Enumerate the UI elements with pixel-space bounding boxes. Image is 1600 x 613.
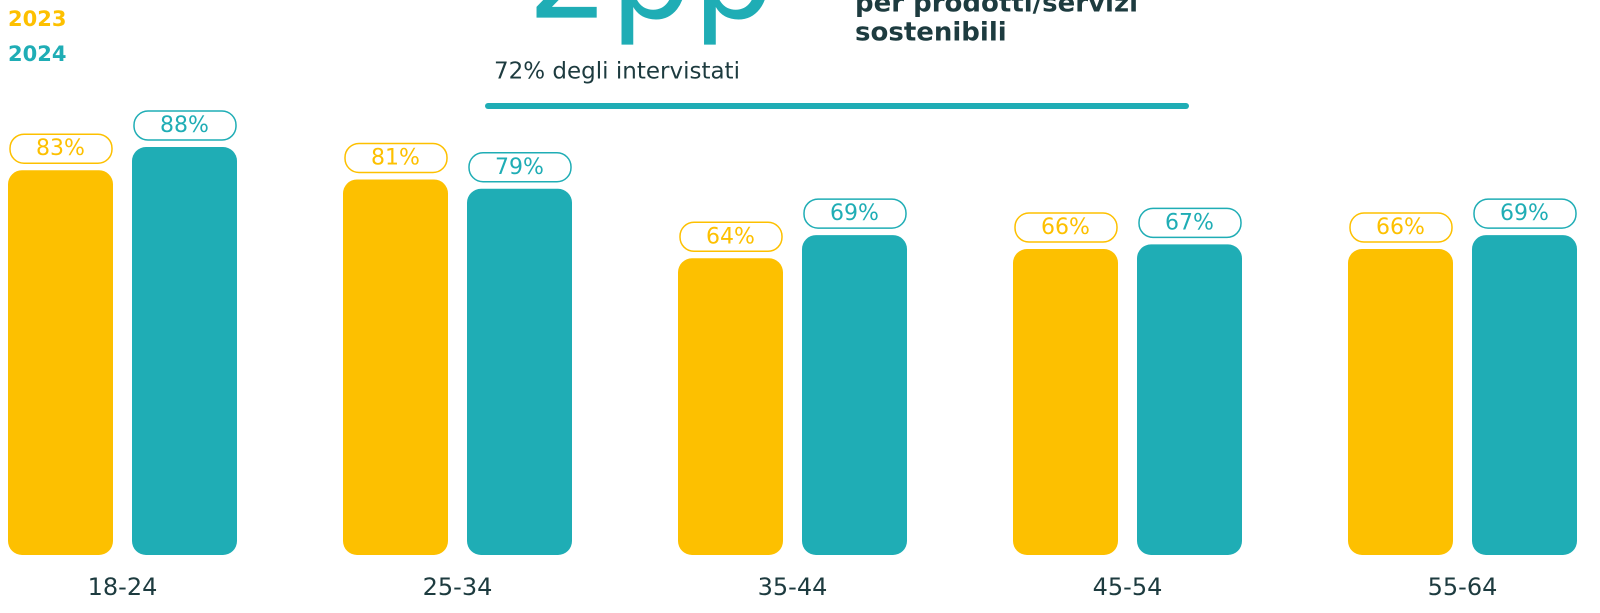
bar (343, 179, 448, 555)
value-label: 69% (1500, 201, 1549, 226)
value-label: 69% (830, 201, 879, 226)
value-label-pill (1473, 198, 1577, 229)
x-tick-label: 25-34 (423, 573, 493, 601)
value-label: 79% (495, 155, 544, 180)
bar (467, 188, 572, 556)
bar (1472, 235, 1577, 555)
value-label-pill (1014, 212, 1118, 243)
value-label-pill (1138, 207, 1242, 239)
x-tick-label: 45-54 (1093, 573, 1163, 601)
value-label: 81% (371, 145, 420, 170)
value-label: 88% (160, 113, 209, 138)
legend-label: 2024 (8, 42, 66, 66)
value-label-pill (133, 110, 237, 141)
value-label-pill (9, 133, 113, 164)
x-tick-label: 35-44 (758, 573, 828, 601)
bar (1348, 249, 1453, 556)
annotation: per prodotti/servizi (855, 0, 1138, 19)
value-label-pill (679, 221, 783, 253)
big-annotation: 2pp (527, 0, 775, 49)
value-label-pill (803, 198, 907, 229)
annotation: 72% degli intervistati (494, 59, 740, 85)
bar (802, 235, 907, 555)
value-label-pill (1349, 212, 1453, 243)
value-label: 83% (36, 136, 85, 161)
value-label: 66% (1041, 215, 1090, 240)
value-label: 64% (706, 224, 755, 249)
bar (8, 170, 113, 555)
value-label-pill (468, 152, 572, 183)
x-tick-label: 18-24 (88, 573, 158, 601)
legend-label: 2023 (8, 7, 66, 31)
annotation: sostenibili (855, 18, 1007, 48)
x-tick-label: 55-64 (1428, 573, 1498, 601)
bar (1137, 244, 1242, 555)
value-label: 66% (1376, 215, 1425, 240)
bar (132, 147, 237, 556)
bar (678, 258, 783, 555)
value-label: 67% (1165, 210, 1214, 235)
bar (1013, 249, 1118, 556)
value-label-pill (344, 142, 448, 174)
